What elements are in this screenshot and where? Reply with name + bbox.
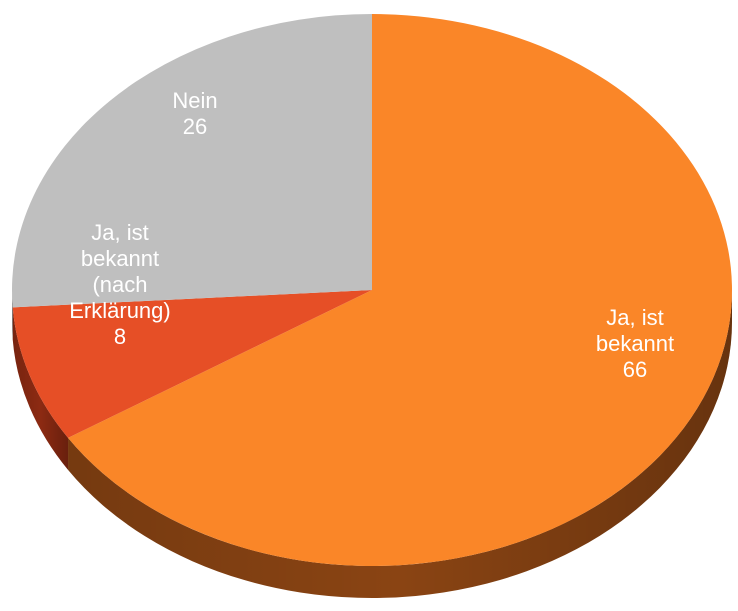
- data-label-value: 26: [182, 114, 208, 139]
- data-label-category: Nein: [172, 88, 218, 113]
- data-label-value: 66: [622, 357, 648, 382]
- slice: [11, 14, 372, 308]
- slice: [12, 290, 372, 438]
- slice-side-shade: [12, 307, 69, 470]
- slice-side-shade: [12, 290, 13, 340]
- data-label-category: Ja, ist bekannt (nach Erklärung): [69, 220, 171, 323]
- data-label-category: Ja, ist bekannt: [595, 305, 675, 356]
- slice: [68, 14, 733, 566]
- data-label-value: 8: [113, 324, 127, 349]
